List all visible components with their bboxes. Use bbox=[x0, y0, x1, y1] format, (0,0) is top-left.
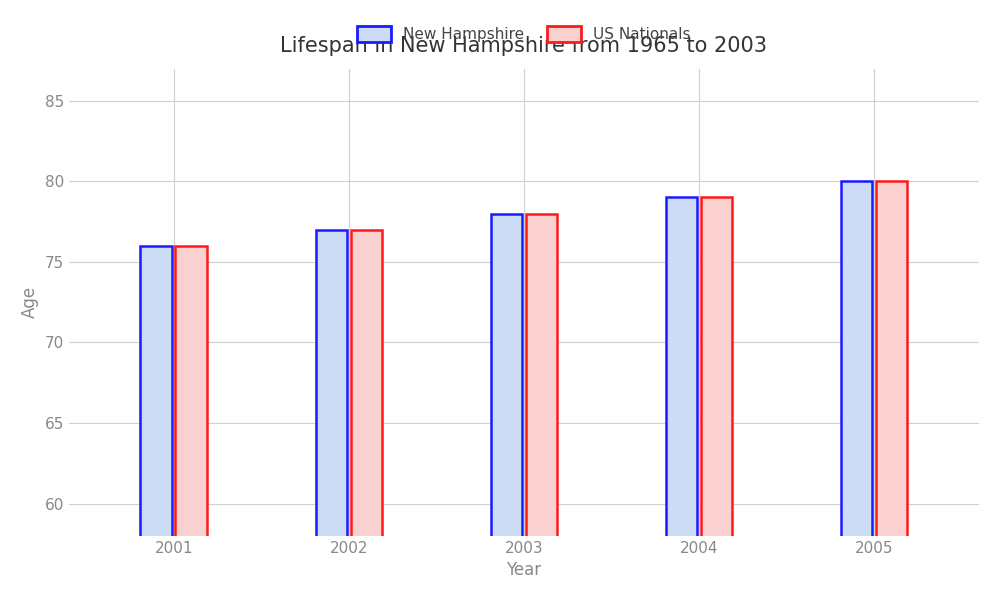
Bar bbox=[175, 246, 207, 600]
Legend: New Hampshire, US Nationals: New Hampshire, US Nationals bbox=[351, 20, 697, 49]
Title: Lifespan in New Hampshire from 1965 to 2003: Lifespan in New Hampshire from 1965 to 2… bbox=[280, 36, 767, 56]
Bar bbox=[526, 214, 557, 600]
Bar bbox=[701, 197, 732, 600]
Bar bbox=[351, 230, 382, 600]
Bar bbox=[140, 246, 172, 600]
Bar bbox=[666, 197, 697, 600]
Bar bbox=[491, 214, 522, 600]
Bar bbox=[841, 181, 872, 600]
Y-axis label: Age: Age bbox=[21, 286, 39, 318]
X-axis label: Year: Year bbox=[506, 561, 541, 579]
Bar bbox=[876, 181, 907, 600]
Bar bbox=[316, 230, 347, 600]
